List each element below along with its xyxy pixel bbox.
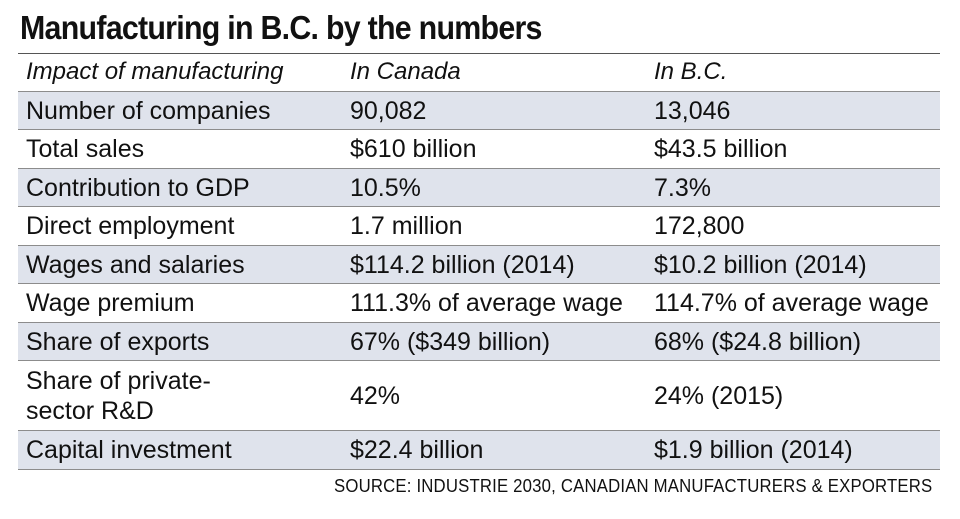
table-row: Contribution to GDP 10.5% 7.3%: [18, 169, 940, 207]
row-label: Capital investment: [26, 436, 232, 464]
table-row: Share of private-sector R&D 42% 24% (201…: [18, 361, 940, 431]
bc-value: 13,046: [654, 96, 731, 125]
bc-value: 24% (2015): [654, 381, 784, 410]
table-row: Share of exports 67% ($349 billion) 68% …: [18, 323, 940, 361]
table-row: Number of companies 90,082 13,046: [18, 92, 940, 130]
table-row: Direct employment 1.7 million 172,800: [18, 207, 940, 246]
top-divider: [18, 53, 940, 54]
canada-value: $610 billion: [350, 135, 477, 163]
data-table: Impact of manufacturing In Canada In B.C…: [18, 53, 940, 470]
bc-value: 7.3%: [654, 173, 711, 202]
bc-value: $10.2 billion (2014): [654, 250, 867, 279]
canada-value: 111.3% of average wage: [350, 289, 623, 317]
canada-value: $114.2 billion (2014): [350, 250, 575, 279]
canada-value: 42%: [350, 381, 401, 410]
canada-value: $22.4 billion: [350, 436, 484, 464]
table-row: Total sales $610 billion $43.5 billion: [18, 130, 940, 169]
canada-value: 10.5%: [350, 173, 421, 202]
bc-value: 114.7% of average wage: [654, 289, 929, 317]
header-impact: Impact of manufacturing: [26, 58, 284, 85]
canada-value: 67% ($349 billion): [350, 327, 551, 356]
row-label: Contribution to GDP: [26, 173, 250, 202]
header-canada: In Canada: [350, 58, 461, 85]
row-label: Share of private-sector R&D: [26, 366, 211, 425]
source-note: SOURCE: INDUSTRIE 2030, CANADIAN MANUFAC…: [333, 476, 932, 496]
canada-value: 1.7 million: [350, 212, 463, 240]
row-label: Wages and salaries: [26, 250, 245, 279]
bc-value: $43.5 billion: [654, 135, 788, 163]
header-bc: In B.C.: [654, 58, 728, 85]
row-label: Direct employment: [26, 212, 235, 240]
canada-value: 90,082: [350, 96, 427, 125]
table-row: Wages and salaries $114.2 billion (2014)…: [18, 246, 940, 284]
row-label: Number of companies: [26, 96, 271, 125]
row-label: Wage premium: [26, 289, 195, 317]
row-label: Share of exports: [26, 327, 210, 356]
page-title: Manufacturing in B.C. by the numbers: [20, 9, 542, 46]
table-row: Wage premium 111.3% of average wage 114.…: [18, 284, 940, 323]
bc-value: 172,800: [654, 212, 745, 240]
table-row: Capital investment $22.4 billion $1.9 bi…: [18, 431, 940, 470]
bc-value: $1.9 billion (2014): [654, 436, 853, 464]
table-header-row: Impact of manufacturing In Canada In B.C…: [18, 53, 940, 92]
bc-value: 68% ($24.8 billion): [654, 327, 862, 356]
row-label: Total sales: [26, 135, 145, 163]
